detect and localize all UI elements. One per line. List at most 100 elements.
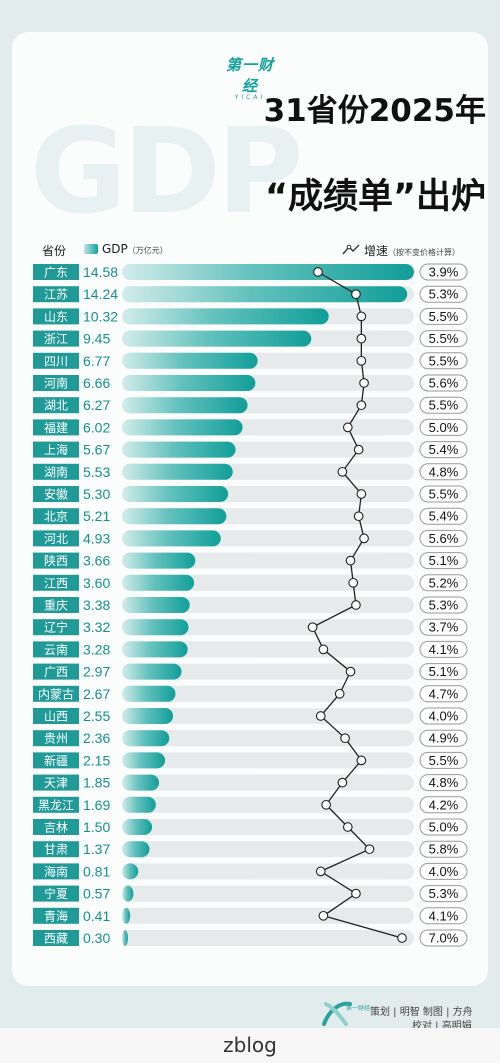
province-label: 浙江 (44, 332, 68, 346)
gdp-value-label: 6.02 (83, 419, 110, 435)
province-label: 山西 (44, 710, 68, 724)
growth-label-pill (419, 907, 468, 925)
legend-growth-label: 增速 (364, 244, 389, 258)
growth-point (313, 267, 323, 277)
growth-point (315, 711, 326, 721)
province-label-bg (33, 508, 79, 525)
growth-point (351, 888, 361, 899)
growth-label-pill (419, 307, 468, 325)
growth-value-label: 5.8% (429, 842, 459, 857)
province-label: 山东 (44, 310, 68, 324)
province-label-bg (33, 597, 79, 613)
growth-value-label: 5.6% (429, 376, 459, 391)
growth-point (356, 400, 367, 411)
growth-label-pill (419, 441, 468, 459)
growth-point (353, 511, 364, 522)
growth-value-label: 5.1% (429, 553, 459, 568)
province-label: 四川 (44, 354, 68, 368)
row-background (122, 752, 414, 769)
row-background (122, 619, 414, 636)
province-label-bg (33, 863, 79, 880)
province-label-bg (33, 752, 79, 769)
bottom-bar (0, 1028, 500, 1063)
province-label-bg (33, 463, 79, 480)
growth-value-label: 5.4% (429, 509, 459, 524)
growth-point (356, 755, 367, 766)
province-label: 安徽 (44, 487, 68, 502)
province-label-bg (33, 552, 79, 569)
province-label: 云南 (44, 642, 68, 657)
growth-point (351, 289, 361, 300)
province-label: 新疆 (44, 753, 68, 768)
gdp-value-label: 2.97 (83, 664, 110, 680)
growth-value-label: 4.1% (429, 908, 459, 923)
growth-point (359, 533, 369, 544)
province-label-bg (33, 641, 79, 658)
growth-value-label: 4.8% (429, 464, 459, 479)
growth-label-pill (419, 840, 468, 858)
legend-gdp-label: GDP (102, 242, 128, 256)
growth-label-pill (419, 418, 468, 436)
province-label-bg (33, 930, 79, 946)
growth-point (318, 644, 329, 655)
gdp-bar (122, 308, 329, 325)
province-label: 湖北 (44, 398, 68, 413)
gdp-bar (122, 930, 129, 946)
title-line-2: “成绩单”出炉 (264, 177, 486, 217)
growth-label-pill (419, 796, 468, 814)
gdp-bar (122, 685, 176, 702)
growth-point (353, 444, 364, 455)
gdp-bar (122, 841, 150, 858)
growth-value-label: 5.0% (429, 820, 459, 835)
growth-value-label: 4.1% (429, 642, 459, 657)
growth-point (340, 733, 350, 744)
gdp-value-label: 0.41 (83, 908, 110, 924)
province-label: 青海 (44, 908, 68, 923)
growth-point (356, 489, 367, 499)
growth-value-label: 4.0% (429, 709, 459, 724)
province-label: 海南 (44, 864, 68, 879)
row-background (122, 641, 414, 658)
growth-value-label: 5.3% (429, 598, 459, 613)
brand-logo: 第一财经 YICAI (224, 54, 276, 101)
growth-point (321, 799, 331, 810)
province-label-bg (33, 286, 79, 303)
growth-value-label: 5.6% (429, 531, 459, 546)
growth-label-pill (419, 374, 468, 392)
title-line-1: 31省份2025年 (263, 93, 486, 129)
growth-point (342, 822, 353, 832)
growth-value-label: 5.0% (429, 420, 459, 435)
gdp-bar (122, 397, 248, 414)
province-label: 重庆 (44, 599, 68, 613)
row-background (122, 574, 414, 591)
growth-label-pill (419, 729, 468, 747)
growth-value-label: 4.2% (429, 797, 459, 812)
growth-value-label: 5.5% (429, 331, 459, 346)
growth-point (337, 466, 348, 477)
growth-point (351, 600, 361, 610)
gdp-value-label: 0.81 (83, 863, 110, 879)
growth-point (334, 688, 345, 699)
province-label: 广东 (44, 266, 68, 280)
gdp-bar (122, 796, 156, 813)
growth-point (356, 355, 367, 366)
growth-point (307, 622, 318, 633)
growth-value-label: 7.0% (429, 931, 459, 946)
province-label-bg (33, 308, 79, 325)
gdp-bar (122, 441, 236, 458)
province-label-bg (33, 708, 79, 724)
growth-value-label: 4.9% (429, 731, 459, 746)
gdp-bar (122, 730, 170, 747)
gdp-value-label: 0.30 (83, 930, 110, 946)
gdp-value-label: 3.32 (83, 619, 110, 635)
gdp-value-label: 1.37 (83, 841, 110, 857)
growth-label-pill (419, 596, 468, 614)
growth-value-label: 5.5% (429, 487, 459, 502)
growth-point (364, 844, 375, 855)
growth-label-pill (419, 707, 468, 725)
gdp-bar (122, 330, 312, 347)
growth-value-label: 5.5% (429, 753, 459, 768)
gdp-value-label: 2.36 (83, 730, 110, 746)
growth-line-layer (307, 267, 407, 943)
growth-point (348, 577, 359, 588)
